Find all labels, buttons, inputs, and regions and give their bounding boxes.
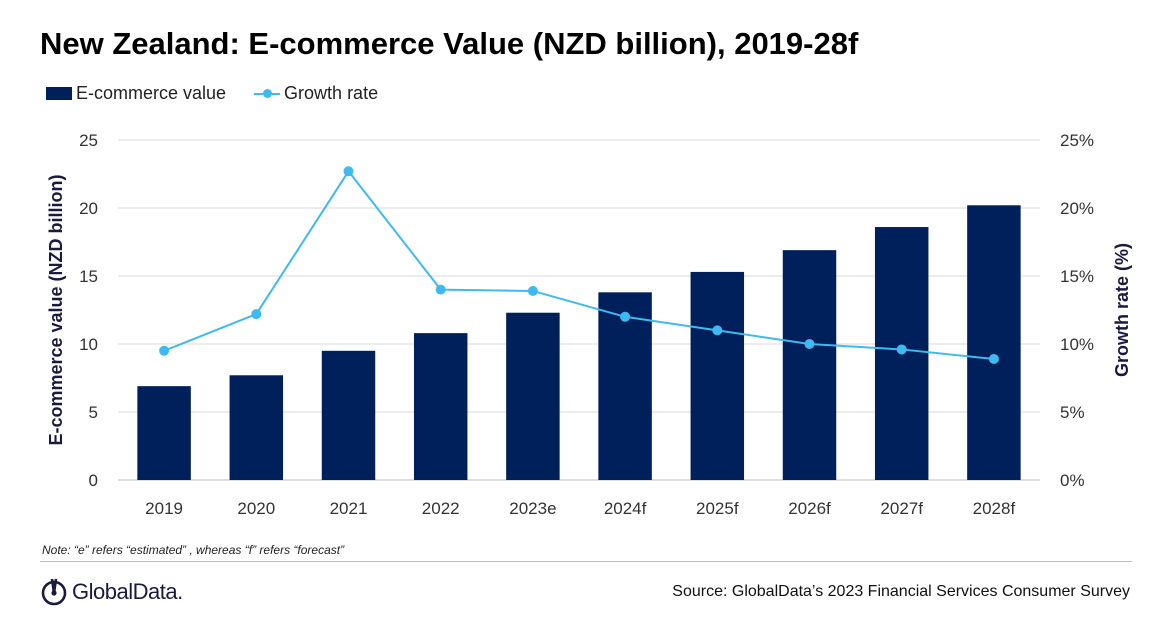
y-tick-label: 10 — [79, 335, 98, 354]
y-tick-label: 5 — [89, 403, 98, 422]
y2-axis-title: Growth rate (%) — [1112, 243, 1132, 377]
y2-tick-label: 5% — [1060, 403, 1085, 422]
growth-rate-point — [159, 345, 170, 356]
y2-tick-label: 0% — [1060, 471, 1085, 490]
x-tick-label: 2024f — [604, 499, 647, 518]
y2-tick-label: 20% — [1060, 199, 1094, 218]
bar — [413, 333, 468, 480]
y-tick-label: 25 — [79, 131, 98, 150]
y-tick-label: 20 — [79, 199, 98, 218]
y-axis-title: E-commerce value (NZD billion) — [46, 174, 66, 445]
legend-bar-label: E-commerce value — [76, 83, 227, 103]
y-tick-label: 15 — [79, 267, 98, 286]
bar — [690, 271, 745, 480]
growth-rate-point — [712, 325, 723, 336]
growth-rate-point — [251, 309, 262, 320]
growth-rate-point — [527, 285, 538, 296]
x-tick-label: 2023e — [509, 499, 556, 518]
source-text: Source: GlobalData’s 2023 Financial Serv… — [672, 583, 1130, 600]
globaldata-logo-icon — [41, 578, 67, 606]
footer-divider — [40, 561, 1132, 562]
bar — [137, 386, 191, 480]
bar — [782, 250, 837, 480]
x-tick-label: 2025f — [696, 499, 739, 518]
globaldata-logo: GlobalData. — [40, 576, 183, 608]
legend: E-commerce value Growth rate — [46, 83, 406, 104]
y2-tick-label: 10% — [1060, 335, 1094, 354]
legend-item-line: Growth rate — [254, 83, 378, 104]
growth-rate-line — [163, 169, 995, 360]
y-tick-label: 0 — [89, 471, 98, 490]
bar — [229, 375, 284, 480]
x-tick-label: 2021 — [330, 499, 368, 518]
legend-line-label: Growth rate — [284, 83, 379, 103]
growth-rate-point — [620, 311, 631, 322]
bar — [506, 312, 560, 480]
y2-tick-label: 25% — [1060, 131, 1094, 150]
bar — [321, 350, 376, 480]
x-tick-label: 2028f — [973, 499, 1016, 518]
legend-line-swatch — [254, 87, 281, 101]
chart-title: New Zealand: E-commerce Value (NZD billi… — [40, 26, 859, 61]
bar — [967, 205, 1021, 480]
x-tick-label: 2026f — [788, 499, 831, 518]
growth-rate-point — [343, 166, 354, 177]
growth-rate-point — [896, 344, 907, 355]
y2-tick-label: 15% — [1060, 267, 1094, 286]
x-tick-label: 2019 — [145, 499, 183, 518]
legend-bar-swatch — [46, 87, 72, 100]
growth-rate-point — [804, 339, 815, 349]
bar — [598, 292, 652, 480]
growth-rate-point — [988, 353, 999, 364]
x-tick-label: 2027f — [880, 499, 923, 518]
x-tick-label: 2022 — [422, 499, 460, 518]
x-tick-label: 2020 — [237, 499, 275, 518]
globaldata-logo-text: GlobalData. — [72, 579, 183, 604]
growth-rate-point — [435, 284, 446, 295]
legend-item-bar: E-commerce value — [46, 83, 226, 104]
chart-note: Note: “e” refers “estimated” , whereas “… — [42, 543, 345, 557]
